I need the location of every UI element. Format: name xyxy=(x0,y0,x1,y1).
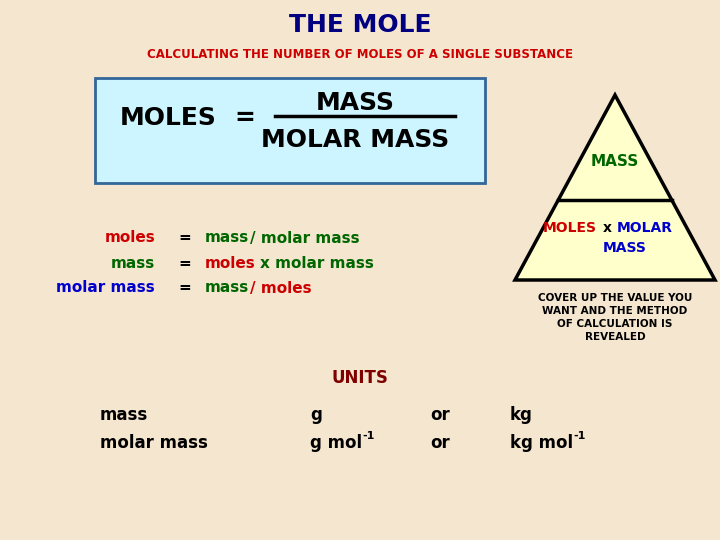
Text: molar mass: molar mass xyxy=(56,280,155,295)
Text: MOLES: MOLES xyxy=(120,106,217,130)
Text: COVER UP THE VALUE YOU: COVER UP THE VALUE YOU xyxy=(538,293,692,303)
Text: moles: moles xyxy=(104,231,155,246)
Text: x molar mass: x molar mass xyxy=(260,255,374,271)
Text: g mol: g mol xyxy=(310,434,362,452)
Text: MOLAR: MOLAR xyxy=(617,221,673,235)
Text: kg mol: kg mol xyxy=(510,434,573,452)
Text: molar mass: molar mass xyxy=(100,434,208,452)
Text: =: = xyxy=(235,106,256,130)
Text: MASS: MASS xyxy=(315,91,395,115)
Text: MOLAR MASS: MOLAR MASS xyxy=(261,128,449,152)
Text: g: g xyxy=(310,406,322,424)
Text: =: = xyxy=(179,280,192,295)
Text: / moles: / moles xyxy=(250,280,312,295)
Text: mass: mass xyxy=(205,280,249,295)
Text: mass: mass xyxy=(205,231,249,246)
Text: moles: moles xyxy=(205,255,256,271)
Text: MASS: MASS xyxy=(603,241,647,255)
FancyBboxPatch shape xyxy=(95,78,485,183)
Text: =: = xyxy=(179,231,192,246)
Text: WANT AND THE METHOD: WANT AND THE METHOD xyxy=(542,306,688,316)
Text: mass: mass xyxy=(100,406,148,424)
Text: THE MOLE: THE MOLE xyxy=(289,13,431,37)
Text: MASS: MASS xyxy=(591,154,639,170)
Text: MOLES: MOLES xyxy=(543,221,597,235)
Text: or: or xyxy=(430,434,450,452)
Polygon shape xyxy=(515,95,715,280)
Text: x: x xyxy=(603,221,611,235)
Text: -1: -1 xyxy=(362,431,374,441)
Text: CALCULATING THE NUMBER OF MOLES OF A SINGLE SUBSTANCE: CALCULATING THE NUMBER OF MOLES OF A SIN… xyxy=(147,49,573,62)
Text: kg: kg xyxy=(510,406,533,424)
Text: / molar mass: / molar mass xyxy=(250,231,359,246)
Text: or: or xyxy=(430,406,450,424)
Text: =: = xyxy=(179,255,192,271)
Text: OF CALCULATION IS: OF CALCULATION IS xyxy=(557,319,672,329)
Text: mass: mass xyxy=(111,255,155,271)
Text: -1: -1 xyxy=(573,431,585,441)
Text: UNITS: UNITS xyxy=(332,369,388,387)
Text: REVEALED: REVEALED xyxy=(585,332,645,342)
